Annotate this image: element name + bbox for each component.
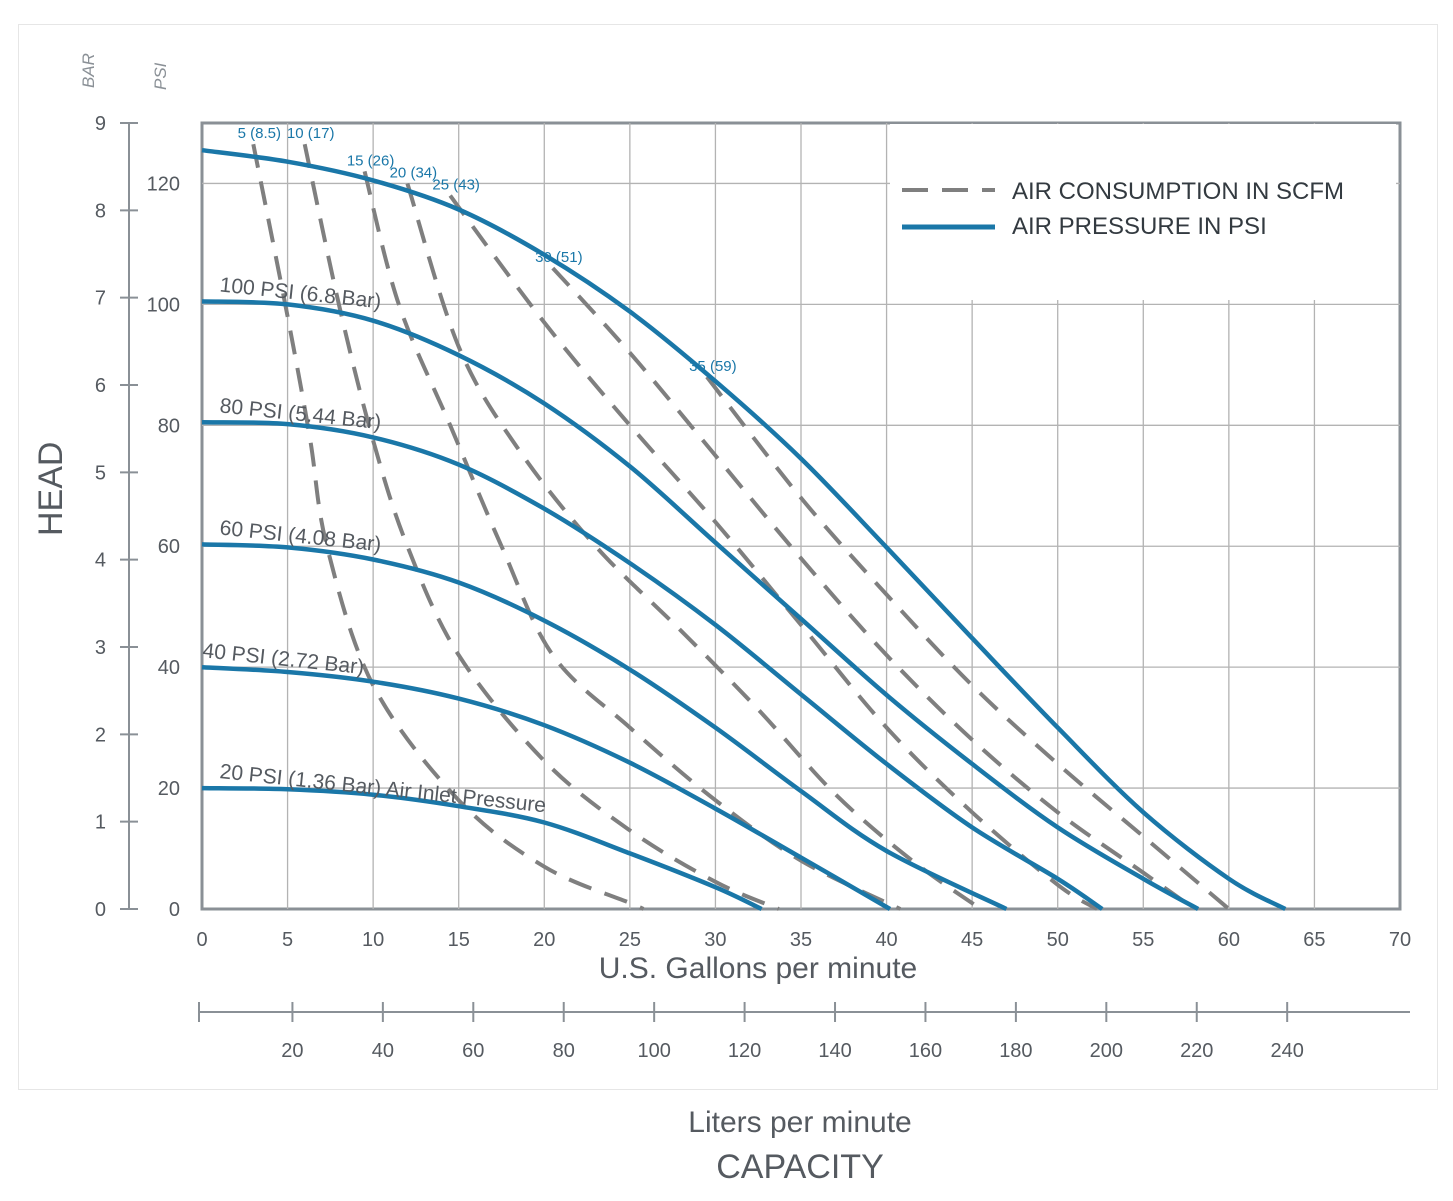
pressure-curve-3 <box>201 542 1008 912</box>
lpm-tick-label: 240 <box>1270 1040 1303 1062</box>
consumption-curve-4 <box>405 182 982 911</box>
consumption-label-3: 15 (26) <box>347 152 395 169</box>
x-tick-label: 45 <box>961 929 983 951</box>
x-tick-label: 25 <box>619 929 641 951</box>
psi-tick-label: 20 <box>158 778 180 800</box>
lpm-tick-label: 20 <box>281 1040 303 1062</box>
chart-legend: AIR CONSUMPTION IN SCFM AIR PRESSURE IN … <box>890 124 1396 300</box>
x-tick-label: 10 <box>362 929 384 951</box>
x-tick-label: 65 <box>1303 929 1325 951</box>
psi-tick-label: 0 <box>169 899 180 921</box>
legend-background <box>890 124 1396 300</box>
psi-tick-label: 60 <box>158 536 180 558</box>
capacity-title: CAPACITY <box>716 1148 884 1186</box>
bar-tick-label: 9 <box>95 113 106 135</box>
bar-tick-label: 1 <box>95 812 106 834</box>
legend-consumption-label: AIR CONSUMPTION IN SCFM <box>1012 178 1344 205</box>
psi-tick-label: 120 <box>147 173 180 195</box>
lpm-tick-label: 80 <box>553 1040 575 1062</box>
lpm-tick-label: 120 <box>728 1040 761 1062</box>
x-tick-label: 50 <box>1047 929 1069 951</box>
pressure-curve-6 <box>201 147 1287 911</box>
bar-tick-label: 2 <box>95 724 106 746</box>
psi-tick-label: 80 <box>158 415 180 437</box>
x-tick-label: 55 <box>1132 929 1154 951</box>
pressure-curve-2 <box>201 664 892 911</box>
consumption-curve-7 <box>705 375 1231 911</box>
consumption-label-7: 35 (59) <box>689 358 737 375</box>
pressure-curve-4 <box>201 420 1104 911</box>
lpm-tick-label: 60 <box>462 1040 484 1062</box>
bar-tick-label: 3 <box>95 637 106 659</box>
x-tick-label: 20 <box>533 929 555 951</box>
x-tick-label: 5 <box>282 929 293 951</box>
x-tick-label: 0 <box>196 929 207 951</box>
x-tick-label: 15 <box>448 929 470 951</box>
x-tick-label: 60 <box>1218 929 1240 951</box>
y-axis-title: HEAD <box>32 442 70 536</box>
consumption-curve-5 <box>448 194 1099 911</box>
psi-tick-label: 100 <box>147 294 180 316</box>
x-tick-label: 35 <box>790 929 812 951</box>
psi-unit-label: PSI <box>151 62 170 90</box>
consumption-curve-1 <box>251 143 645 911</box>
bar-tick-label: 5 <box>95 462 106 484</box>
x-axis-title: U.S. Gallons per minute <box>599 952 917 985</box>
bar-tick-label: 7 <box>95 288 106 310</box>
lpm-tick-label: 180 <box>999 1040 1032 1062</box>
bar-tick-label: 0 <box>95 899 106 921</box>
lpm-tick-label: 200 <box>1090 1040 1123 1062</box>
chart-card <box>18 24 1438 1090</box>
consumption-label-6: 30 (51) <box>535 249 583 266</box>
consumption-label-5: 25 (43) <box>432 177 480 194</box>
bar-tick-label: 4 <box>95 550 106 572</box>
pressure-curve-1 <box>201 785 763 912</box>
x-tick-label: 40 <box>875 929 897 951</box>
consumption-label-2: 10 (17) <box>287 125 335 142</box>
lpm-tick-label: 100 <box>637 1040 670 1062</box>
x-tick-label: 70 <box>1389 929 1411 951</box>
lpm-tick-label: 40 <box>372 1040 394 1062</box>
bar-tick-label: 6 <box>95 375 106 397</box>
legend-pressure-label: AIR PRESSURE IN PSI <box>1012 213 1267 240</box>
psi-tick-label: 40 <box>158 657 180 679</box>
x-tick-label: 30 <box>704 929 726 951</box>
lpm-axis-title: Liters per minute <box>688 1106 911 1139</box>
lpm-tick-label: 220 <box>1180 1040 1213 1062</box>
bar-tick-label: 8 <box>95 200 106 222</box>
consumption-label-1: 5 (8.5) <box>238 125 281 142</box>
bar-unit-label: BAR <box>79 53 98 88</box>
lpm-tick-label: 140 <box>818 1040 851 1062</box>
pressure-curve-5 <box>201 299 1200 911</box>
lpm-tick-label: 160 <box>909 1040 942 1062</box>
consumption-label-4: 20 (34) <box>390 164 438 181</box>
